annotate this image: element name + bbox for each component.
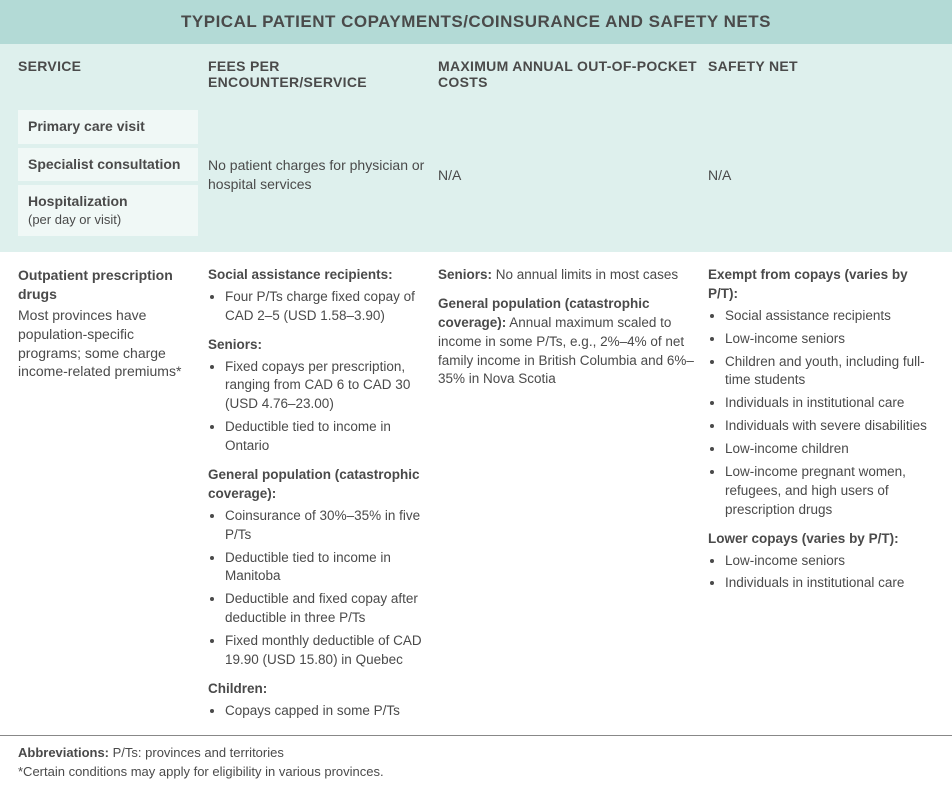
list-item: Deductible tied to income in Manitoba (225, 549, 428, 587)
list-item: Children and youth, including full-time … (725, 353, 934, 391)
list-item: Individuals in institutional care (725, 394, 934, 413)
col-max: MAXIMUM ANNUAL OUT-OF-POCKET COSTS (438, 58, 698, 90)
list-item: Four P/Ts charge fixed copay of CAD 2–5 … (225, 288, 428, 326)
max-general: General population (catastrophic coverag… (438, 295, 698, 389)
service-hospitalization: Hospitalization (per day or visit) (18, 185, 198, 236)
list-item: Fixed copays per prescription, ranging f… (225, 358, 428, 415)
drugs-label-bold: Outpatient prescription drugs (18, 266, 198, 304)
drugs-safety: Exempt from copays (varies by P/T): Soci… (708, 266, 934, 725)
abbrev-text: P/Ts: provinces and territories (109, 745, 284, 760)
column-headers: SERVICE FEES PER ENCOUNTER/SERVICE MAXIM… (0, 44, 952, 110)
list-item: Low-income seniors (725, 552, 934, 571)
footnote: *Certain conditions may apply for eligib… (18, 763, 934, 782)
list-item: Coinsurance of 30%–35% in five P/Ts (225, 507, 428, 545)
service-list: Primary care visit Specialist consultati… (18, 110, 198, 240)
abbreviations: Abbreviations: P/Ts: provinces and terri… (18, 744, 934, 763)
list-item: Deductible tied to income in Ontario (225, 418, 428, 456)
drugs-fees: Social assistance recipients: Four P/Ts … (208, 266, 428, 725)
safety-list-2: Low-income seniors Individuals in instit… (708, 552, 934, 594)
service-hospital-sub: (per day or visit) (28, 212, 121, 227)
fees-list-4: Copays capped in some P/Ts (208, 702, 428, 721)
drugs-max: Seniors: No annual limits in most cases … (438, 266, 698, 725)
fees-list-3: Coinsurance of 30%–35% in five P/Ts Dedu… (208, 507, 428, 670)
list-item: Individuals with severe disabilities (725, 417, 934, 436)
abbrev-label: Abbreviations: (18, 745, 109, 760)
fees-h2: Seniors: (208, 336, 428, 355)
fees-h1: Social assistance recipients: (208, 266, 428, 285)
col-service: SERVICE (18, 58, 198, 90)
max-seniors-text: No annual limits in most cases (492, 267, 678, 282)
fees-list-2: Fixed copays per prescription, ranging f… (208, 358, 428, 456)
list-item: Fixed monthly deductible of CAD 19.90 (U… (225, 632, 428, 670)
merged-services-row: Primary care visit Specialist consultati… (0, 110, 952, 252)
max-seniors-label: Seniors: (438, 267, 492, 282)
drugs-label: Outpatient prescription drugs Most provi… (18, 266, 198, 725)
drugs-label-rest: Most provinces have population-specific … (18, 307, 181, 380)
drugs-row: Outpatient prescription drugs Most provi… (0, 252, 952, 735)
service-specialist: Specialist consultation (18, 148, 198, 182)
list-item: Individuals in institutional care (725, 574, 934, 593)
merged-safety: N/A (708, 110, 934, 240)
list-item: Social assistance recipients (725, 307, 934, 326)
safety-h2: Lower copays (varies by P/T): (708, 530, 934, 549)
merged-fees: No patient charges for physician or hosp… (208, 110, 428, 240)
safety-list-1: Social assistance recipients Low-income … (708, 307, 934, 520)
fees-h3: General population (catastrophic coverag… (208, 466, 428, 504)
list-item: Low-income seniors (725, 330, 934, 349)
col-safety: SAFETY NET (708, 58, 934, 90)
list-item: Low-income pregnant women, refugees, and… (725, 463, 934, 520)
list-item: Deductible and fixed copay after deducti… (225, 590, 428, 628)
fees-h4: Children: (208, 680, 428, 699)
list-item: Low-income children (725, 440, 934, 459)
safety-h1: Exempt from copays (varies by P/T): (708, 266, 934, 304)
max-seniors: Seniors: No annual limits in most cases (438, 266, 698, 285)
service-primary: Primary care visit (18, 110, 198, 144)
col-fees: FEES PER ENCOUNTER/SERVICE (208, 58, 428, 90)
merged-max: N/A (438, 110, 698, 240)
footer-notes: Abbreviations: P/Ts: provinces and terri… (0, 735, 952, 796)
table-title: TYPICAL PATIENT COPAYMENTS/COINSURANCE A… (0, 0, 952, 44)
list-item: Copays capped in some P/Ts (225, 702, 428, 721)
fees-list-1: Four P/Ts charge fixed copay of CAD 2–5 … (208, 288, 428, 326)
service-hospital-main: Hospitalization (28, 193, 128, 209)
